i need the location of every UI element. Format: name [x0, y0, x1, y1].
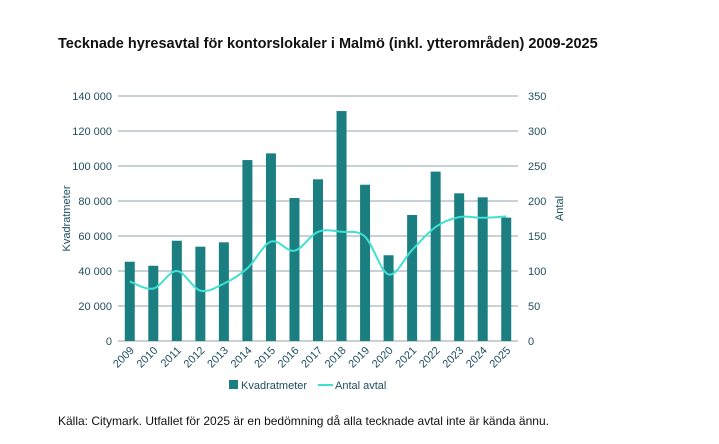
y-tick-label: 80 000 [78, 196, 112, 208]
bar [383, 255, 394, 341]
y-tick-label: 140 000 [72, 91, 112, 103]
x-tick-label: 2023 [440, 345, 466, 371]
bar [360, 184, 371, 341]
y2-tick-label: 150 [528, 231, 546, 243]
y2-tick-label: 200 [528, 196, 546, 208]
x-tick-label: 2017 [299, 345, 325, 371]
source-note: Källa: Citymark. Utfallet för 2025 är en… [58, 414, 549, 428]
bar [289, 198, 300, 341]
bar [195, 246, 206, 341]
y-tick-label: 60 000 [78, 231, 112, 243]
y2-tick-label: 100 [528, 266, 546, 278]
bar [218, 242, 229, 341]
y2-tick-label: 350 [528, 91, 546, 103]
bar [124, 261, 135, 341]
bar [501, 217, 512, 341]
x-tick-label: 2019 [346, 345, 372, 371]
y-tick-label: 0 [106, 336, 112, 348]
y-axis-label: Kvadratmeter [61, 185, 73, 251]
y-tick-label: 20 000 [78, 301, 112, 313]
y2-tick-label: 250 [528, 161, 546, 173]
bar [477, 197, 488, 341]
y2-tick-label: 0 [528, 336, 534, 348]
legend-swatch-kvadratmeter [229, 380, 238, 389]
x-tick-label: 2020 [370, 345, 396, 371]
x-tick-label: 2022 [417, 345, 443, 371]
x-tick-label: 2009 [111, 345, 137, 371]
series-line-antal-avtal [129, 215, 507, 293]
x-tick-label: 2012 [182, 345, 208, 371]
bar [430, 171, 441, 341]
y-tick-label: 40 000 [78, 266, 112, 278]
y-tick-label: 100 000 [72, 161, 112, 173]
x-tick-label: 2011 [159, 345, 184, 370]
x-tick-label: 2018 [323, 345, 349, 371]
x-tick-label: 2021 [393, 345, 419, 371]
bar [454, 193, 465, 341]
x-tick-label: 2025 [488, 345, 514, 371]
x-tick-label: 2014 [229, 345, 255, 371]
bar [313, 179, 323, 341]
y2-axis-label: Antal [554, 196, 566, 221]
bar [242, 160, 253, 341]
chart-title: Tecknade hyresavtal för kontorslokaler i… [58, 36, 598, 52]
x-tick-label: 2013 [205, 345, 231, 371]
bar [265, 153, 276, 341]
legend-label: Antal avtal [335, 380, 386, 392]
x-tick-label: 2024 [464, 345, 490, 371]
legend-label: Kvadratmeter [241, 380, 307, 392]
x-tick-label: 2016 [276, 345, 302, 371]
y2-tick-label: 50 [528, 301, 540, 313]
bar [148, 265, 159, 341]
bar [171, 240, 182, 341]
y-tick-label: 120 000 [72, 126, 112, 138]
x-tick-label: 2010 [135, 345, 161, 371]
y2-tick-label: 300 [528, 126, 546, 138]
x-tick-label: 2015 [252, 345, 278, 371]
bar [336, 111, 347, 341]
bar [407, 215, 418, 341]
